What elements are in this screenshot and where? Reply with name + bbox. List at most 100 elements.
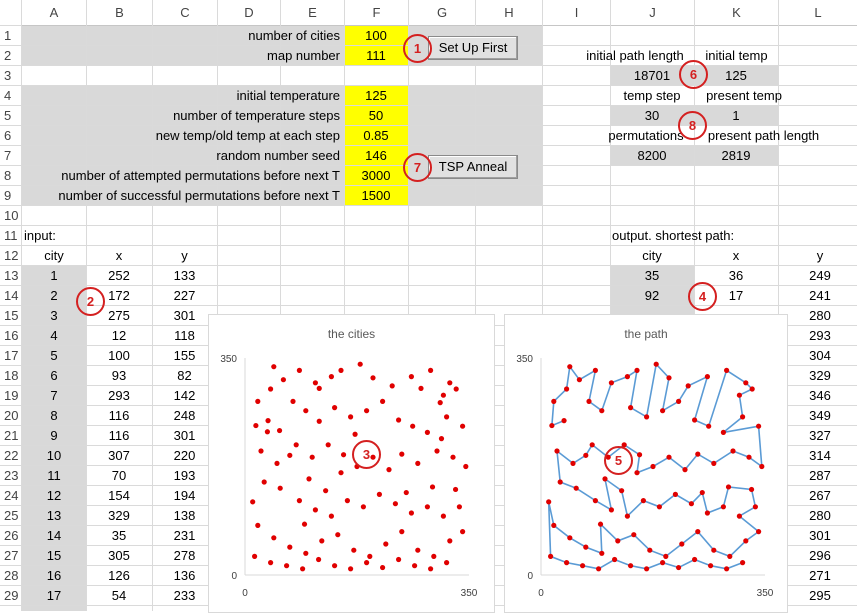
column-header-h[interactable]: H <box>476 0 542 26</box>
output-y-cell[interactable]: 304 <box>809 348 831 363</box>
input-city-cell[interactable]: 14 <box>46 528 62 543</box>
input-x-cell[interactable]: 252 <box>108 268 130 283</box>
input-city-cell[interactable]: 7 <box>50 388 58 403</box>
input-x-cell[interactable]: 126 <box>108 568 130 583</box>
row-header[interactable]: 19 <box>4 388 19 403</box>
output-y-cell[interactable]: 327 <box>809 428 831 443</box>
input-y-cell[interactable]: 248 <box>173 408 196 423</box>
column-header-a[interactable]: A <box>22 0 86 26</box>
input-city-cell[interactable]: 8 <box>50 408 58 423</box>
row-header[interactable]: 26 <box>4 528 19 543</box>
column-header-e[interactable]: E <box>281 0 344 26</box>
input-y-cell[interactable]: 220 <box>173 448 196 463</box>
input-y-cell[interactable]: 231 <box>173 528 196 543</box>
input-city-cell[interactable]: 2 <box>50 288 58 303</box>
row-header[interactable]: 25 <box>4 508 19 523</box>
input-x-cell[interactable]: 293 <box>108 388 130 403</box>
input-x-cell[interactable]: 70 <box>111 468 127 483</box>
input-x-cell[interactable]: 305 <box>108 548 130 563</box>
input-city-cell[interactable]: 3 <box>50 308 58 323</box>
input-city-cell[interactable]: 4 <box>50 328 58 343</box>
column-header-d[interactable]: D <box>218 0 280 26</box>
output-y-cell[interactable]: 349 <box>809 408 831 423</box>
output-y-cell[interactable]: 314 <box>809 448 831 463</box>
input-city-cell[interactable]: 6 <box>50 368 58 383</box>
input-city-cell[interactable]: 9 <box>50 428 58 443</box>
row-header[interactable]: 17 <box>4 348 19 363</box>
row-header[interactable]: 16 <box>4 328 19 343</box>
setup-button[interactable]: Set Up First <box>428 36 518 60</box>
input-x-cell[interactable]: 172 <box>108 288 130 303</box>
param-value-cell[interactable]: 111 <box>366 48 386 63</box>
row-header[interactable]: 20 <box>4 408 19 423</box>
row-header[interactable]: 24 <box>4 488 19 503</box>
output-y-cell[interactable]: 280 <box>809 508 831 523</box>
row-header[interactable]: 28 <box>4 568 19 583</box>
input-x-cell[interactable]: 54 <box>111 588 127 603</box>
input-y-cell[interactable]: 133 <box>173 268 196 283</box>
row-header[interactable]: 9 <box>4 188 12 203</box>
input-y-cell[interactable]: 227 <box>173 288 196 303</box>
output-y-cell[interactable]: 329 <box>809 368 831 383</box>
input-y-cell[interactable]: 138 <box>173 508 196 523</box>
input-x-cell[interactable]: 12 <box>111 328 127 343</box>
output-city-cell[interactable]: 35 <box>644 268 660 283</box>
row-header[interactable]: 23 <box>4 468 19 483</box>
input-city-cell[interactable]: 15 <box>46 548 62 563</box>
output-y-cell[interactable]: 280 <box>809 308 831 323</box>
input-city-cell[interactable]: 12 <box>46 488 62 503</box>
param-value-cell[interactable]: 50 <box>368 108 384 123</box>
column-header-k[interactable]: K <box>695 0 778 26</box>
input-x-cell[interactable]: 35 <box>111 528 127 543</box>
row-header[interactable]: 1 <box>4 28 12 43</box>
output-y-cell[interactable]: 287 <box>809 468 831 483</box>
param-value-cell[interactable]: 125 <box>365 88 387 103</box>
input-x-cell[interactable]: 275 <box>108 308 130 323</box>
input-city-cell[interactable]: 1 <box>50 268 58 283</box>
row-header[interactable]: 4 <box>4 88 12 103</box>
row-header[interactable]: 22 <box>4 448 19 463</box>
column-header-c[interactable]: C <box>153 0 217 26</box>
output-y-cell[interactable]: 249 <box>809 268 831 283</box>
row-header[interactable]: 18 <box>4 368 19 383</box>
row-header[interactable]: 13 <box>4 268 19 283</box>
output-x-cell[interactable]: 17 <box>728 288 744 303</box>
param-value-cell[interactable]: 0.85 <box>363 128 389 143</box>
input-city-cell[interactable]: 13 <box>46 508 62 523</box>
output-y-cell[interactable]: 241 <box>809 288 831 303</box>
input-x-cell[interactable]: 116 <box>108 408 130 423</box>
output-x-cell[interactable]: 36 <box>728 268 744 283</box>
row-header[interactable]: 15 <box>4 308 19 323</box>
row-header[interactable]: 12 <box>4 248 19 263</box>
input-x-cell[interactable]: 100 <box>108 348 130 363</box>
cities-chart[interactable]: the cities 350 0 0 350 <box>208 314 495 613</box>
input-y-cell[interactable]: 155 <box>173 348 196 363</box>
output-y-cell[interactable]: 296 <box>809 548 831 563</box>
row-header[interactable]: 8 <box>4 168 12 183</box>
row-header[interactable]: 7 <box>4 148 12 163</box>
input-y-cell[interactable]: 193 <box>173 468 196 483</box>
row-header[interactable]: 29 <box>4 588 19 603</box>
input-city-cell[interactable]: 5 <box>50 348 58 363</box>
input-x-cell[interactable]: 154 <box>108 488 130 503</box>
column-header-g[interactable]: G <box>409 0 475 26</box>
row-header[interactable]: 27 <box>4 548 19 563</box>
row-header[interactable]: 21 <box>4 428 19 443</box>
param-value-cell[interactable]: 3000 <box>361 168 391 183</box>
row-header[interactable]: 6 <box>4 128 12 143</box>
input-city-cell[interactable]: 11 <box>47 468 61 483</box>
input-y-cell[interactable]: 278 <box>173 548 196 563</box>
column-header-i[interactable]: I <box>543 0 610 26</box>
input-y-cell[interactable]: 194 <box>173 488 196 503</box>
row-header[interactable]: 2 <box>4 48 12 63</box>
param-value-cell[interactable]: 1500 <box>361 188 391 203</box>
output-y-cell[interactable]: 293 <box>809 328 831 343</box>
row-header[interactable]: 3 <box>4 68 12 83</box>
row-header[interactable]: 11 <box>4 228 18 243</box>
output-y-cell[interactable]: 301 <box>809 528 831 543</box>
row-header[interactable]: 14 <box>4 288 19 303</box>
input-y-cell[interactable]: 301 <box>173 308 196 323</box>
param-value-cell[interactable]: 100 <box>365 28 387 43</box>
input-city-cell[interactable]: 17 <box>46 588 62 603</box>
input-y-cell[interactable]: 82 <box>177 368 192 383</box>
